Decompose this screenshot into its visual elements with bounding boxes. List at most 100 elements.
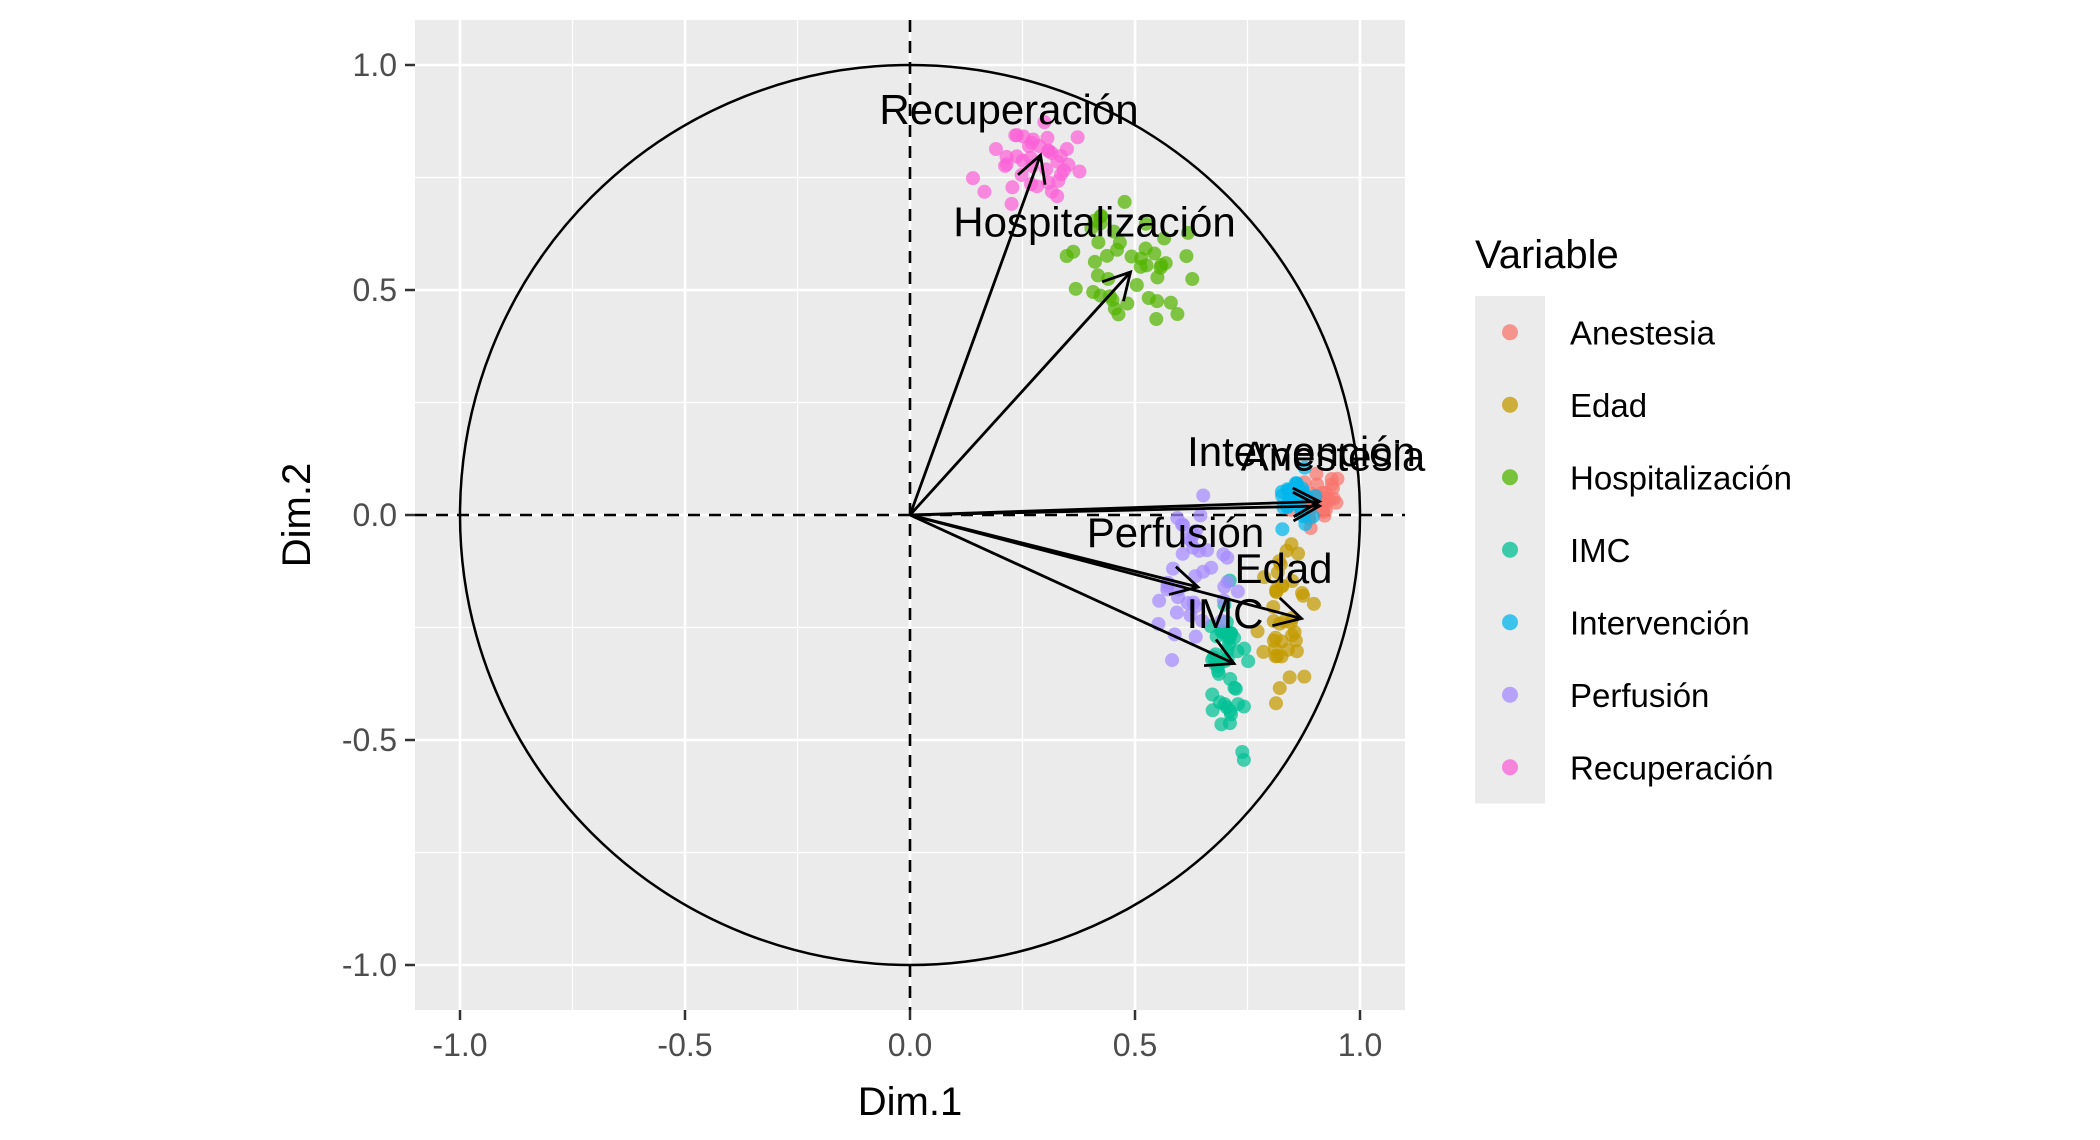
- data-point: [1072, 164, 1087, 179]
- data-point: [1014, 167, 1029, 182]
- x-axis: -1.0 -0.5 0.0 0.5 1.0: [432, 1010, 1382, 1063]
- legend-key: [1502, 686, 1518, 703]
- data-point: [1188, 629, 1203, 644]
- variable-label: Hospitalización: [953, 199, 1235, 246]
- data-point: [1149, 312, 1164, 327]
- data-point: [1059, 248, 1074, 263]
- data-point: [1220, 550, 1235, 565]
- data-point: [1068, 281, 1083, 296]
- y-tick-label: 1.0: [353, 47, 397, 83]
- legend-item: Edad: [1502, 387, 1647, 424]
- data-point: [1275, 522, 1290, 537]
- data-point: [1289, 644, 1304, 659]
- data-point: [1196, 488, 1211, 503]
- y-tick-label: -1.0: [342, 947, 397, 983]
- data-point: [1029, 179, 1044, 194]
- variable-arrows: [908, 152, 1323, 668]
- legend-label: Anestesia: [1570, 314, 1716, 351]
- data-point: [1214, 717, 1229, 732]
- variable-labels: Anestesia Edad Hospitalización IMC Intervenc…: [879, 86, 1425, 637]
- legend-label: Recuperación: [1570, 749, 1774, 786]
- legend: Variable Anestesia Edad Hospitalización IMC…: [1475, 233, 1792, 804]
- data-point: [1009, 149, 1024, 164]
- y-axis-title: Dim.2: [275, 463, 319, 567]
- legend-label: Perfusión: [1570, 677, 1709, 714]
- data-point: [1220, 643, 1235, 658]
- legend-item: Anestesia: [1502, 314, 1716, 351]
- variable-label: Recuperación: [879, 86, 1138, 133]
- data-point: [965, 171, 980, 186]
- data-point: [1170, 307, 1185, 322]
- data-point: [1180, 595, 1195, 610]
- data-point: [1152, 593, 1167, 608]
- data-point: [1306, 596, 1321, 611]
- data-point: [1275, 488, 1290, 503]
- data-point: [1186, 540, 1201, 555]
- legend-item: Recuperación: [1502, 749, 1774, 786]
- legend-key: [1502, 469, 1518, 486]
- data-point: [1322, 492, 1337, 507]
- variable-label: Intervención: [1187, 428, 1416, 475]
- legend-item: Intervención: [1502, 604, 1750, 641]
- legend-items: Anestesia Edad Hospitalización IMC Intervenc…: [1502, 314, 1792, 786]
- data-point: [1220, 574, 1235, 589]
- data-point: [1284, 537, 1299, 552]
- data-point: [1269, 582, 1284, 597]
- legend-key: [1502, 541, 1518, 558]
- data-point: [1223, 672, 1238, 687]
- arrow: [909, 513, 1201, 596]
- data-point: [1295, 585, 1310, 600]
- variable-label: Edad: [1234, 545, 1332, 592]
- data-point: [1241, 654, 1256, 669]
- data-point: [1195, 613, 1210, 628]
- data-point: [1041, 144, 1056, 159]
- data-point: [1169, 605, 1184, 620]
- data-point: [1205, 703, 1220, 718]
- data-point: [1070, 130, 1085, 145]
- data-point: [1100, 248, 1115, 263]
- legend-key: [1502, 396, 1518, 413]
- x-tick-label: -1.0: [432, 1027, 487, 1063]
- data-point: [1111, 307, 1126, 322]
- data-point: [1185, 272, 1200, 287]
- data-point: [1273, 557, 1288, 572]
- data-point: [1056, 163, 1071, 178]
- legend-item: IMC: [1502, 532, 1631, 569]
- data-point: [1217, 697, 1232, 712]
- data-point: [977, 184, 992, 199]
- legend-label: Hospitalización: [1570, 459, 1792, 496]
- data-point: [1157, 231, 1172, 246]
- legend-key: [1502, 324, 1518, 341]
- legend-title: Variable: [1475, 233, 1619, 277]
- x-tick-label: 0.0: [888, 1027, 932, 1063]
- legend-item: Hospitalización: [1502, 459, 1792, 496]
- data-point: [1008, 128, 1023, 143]
- legend-label: Edad: [1570, 387, 1647, 424]
- data-point: [1051, 173, 1066, 188]
- data-point: [1090, 268, 1105, 283]
- data-point: [1005, 180, 1020, 195]
- data-point: [1282, 670, 1297, 685]
- data-point: [1133, 259, 1148, 274]
- data-point: [1250, 624, 1265, 639]
- data-point: [1163, 295, 1178, 310]
- data-point: [1236, 699, 1251, 714]
- data-point: [1223, 626, 1238, 641]
- data-point: [1059, 141, 1074, 156]
- data-point: [1285, 574, 1300, 589]
- y-tick-label: -0.5: [342, 722, 397, 758]
- arrow: [909, 486, 1323, 518]
- data-point: [1205, 687, 1220, 702]
- y-axis: -1.0 -0.5 0.0 0.5 1.0: [342, 47, 415, 983]
- data-point: [1193, 508, 1208, 523]
- data-point: [1196, 564, 1211, 579]
- data-point: [1180, 225, 1195, 240]
- unit-circle: [458, 63, 1362, 967]
- data-point: [1297, 669, 1312, 684]
- data-point: [1129, 278, 1144, 293]
- data-point: [1297, 460, 1312, 475]
- data-point: [1272, 681, 1287, 696]
- legend-item: Perfusión: [1502, 677, 1709, 714]
- data-point: [1024, 135, 1039, 150]
